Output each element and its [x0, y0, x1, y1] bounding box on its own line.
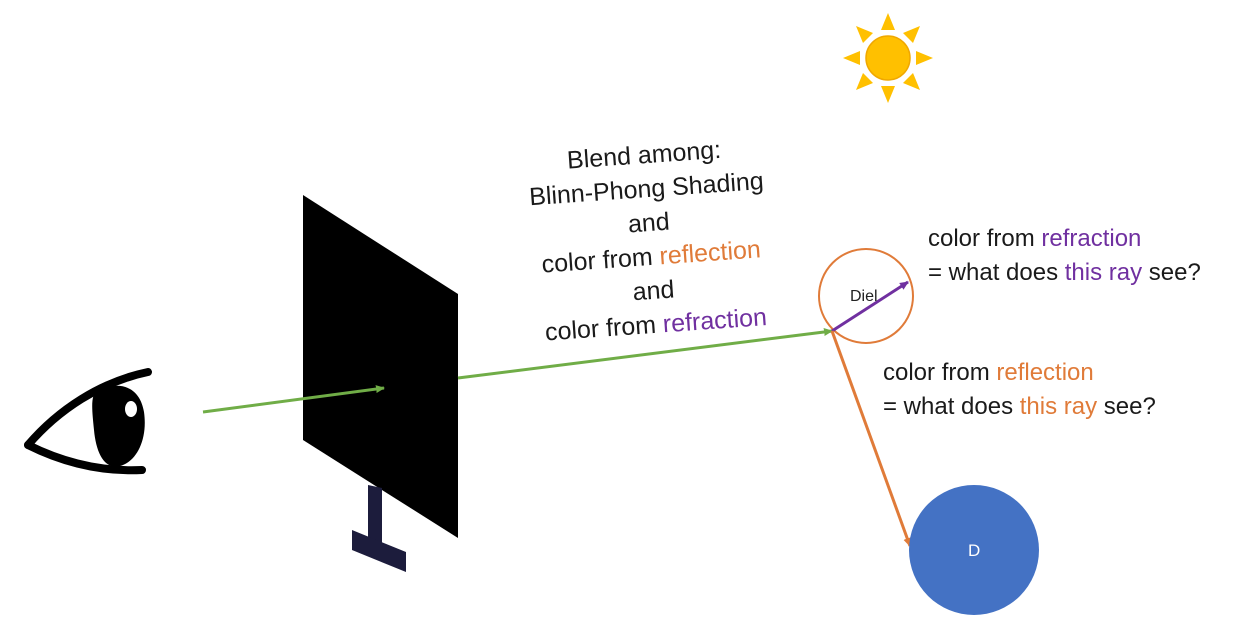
refraction-ray: [831, 280, 909, 333]
image-plane-icon: [303, 195, 458, 572]
refraction-note-line-2: = what does this ray see?: [928, 256, 1201, 290]
primary-ray-to-screen: [202, 385, 385, 414]
sun-icon: [843, 13, 933, 103]
reflection-note-word: reflection: [996, 359, 1094, 386]
reflection-note-line-1: color from reflection: [883, 356, 1156, 390]
refraction-note-q-suffix: see?: [1142, 259, 1201, 286]
blend-reflection-word: reflection: [658, 235, 762, 271]
blend-line-4-prefix: color from: [540, 242, 661, 279]
reflection-note-q-prefix: = what does: [883, 393, 1020, 420]
dielectric-sphere: [818, 248, 914, 344]
reflection-note: color from reflection = what does this r…: [883, 356, 1156, 424]
refraction-note-prefix: color from: [928, 225, 1042, 252]
refraction-note-line-1: color from refraction: [928, 222, 1201, 256]
dielectric-label: Diel: [850, 288, 878, 305]
diffuse-sphere: [909, 485, 1039, 615]
refraction-note: color from refraction = what does this r…: [928, 222, 1201, 290]
refraction-note-q-prefix: = what does: [928, 259, 1065, 286]
reflection-note-ray: this ray: [1019, 393, 1098, 420]
primary-ray-to-dielectric: [457, 328, 833, 380]
refraction-note-ray: this ray: [1064, 259, 1143, 286]
reflection-ray: [830, 330, 912, 547]
blend-refraction-word: refraction: [661, 303, 768, 339]
refraction-note-word: refraction: [1041, 225, 1142, 252]
reflection-note-prefix: color from: [883, 359, 997, 386]
eye-icon: [24, 368, 152, 475]
blend-line-6-prefix: color from: [544, 310, 664, 347]
diffuse-label: D: [968, 541, 981, 560]
reflection-note-line-2: = what does this ray see?: [883, 390, 1156, 424]
reflection-note-q-suffix: see?: [1097, 393, 1156, 420]
